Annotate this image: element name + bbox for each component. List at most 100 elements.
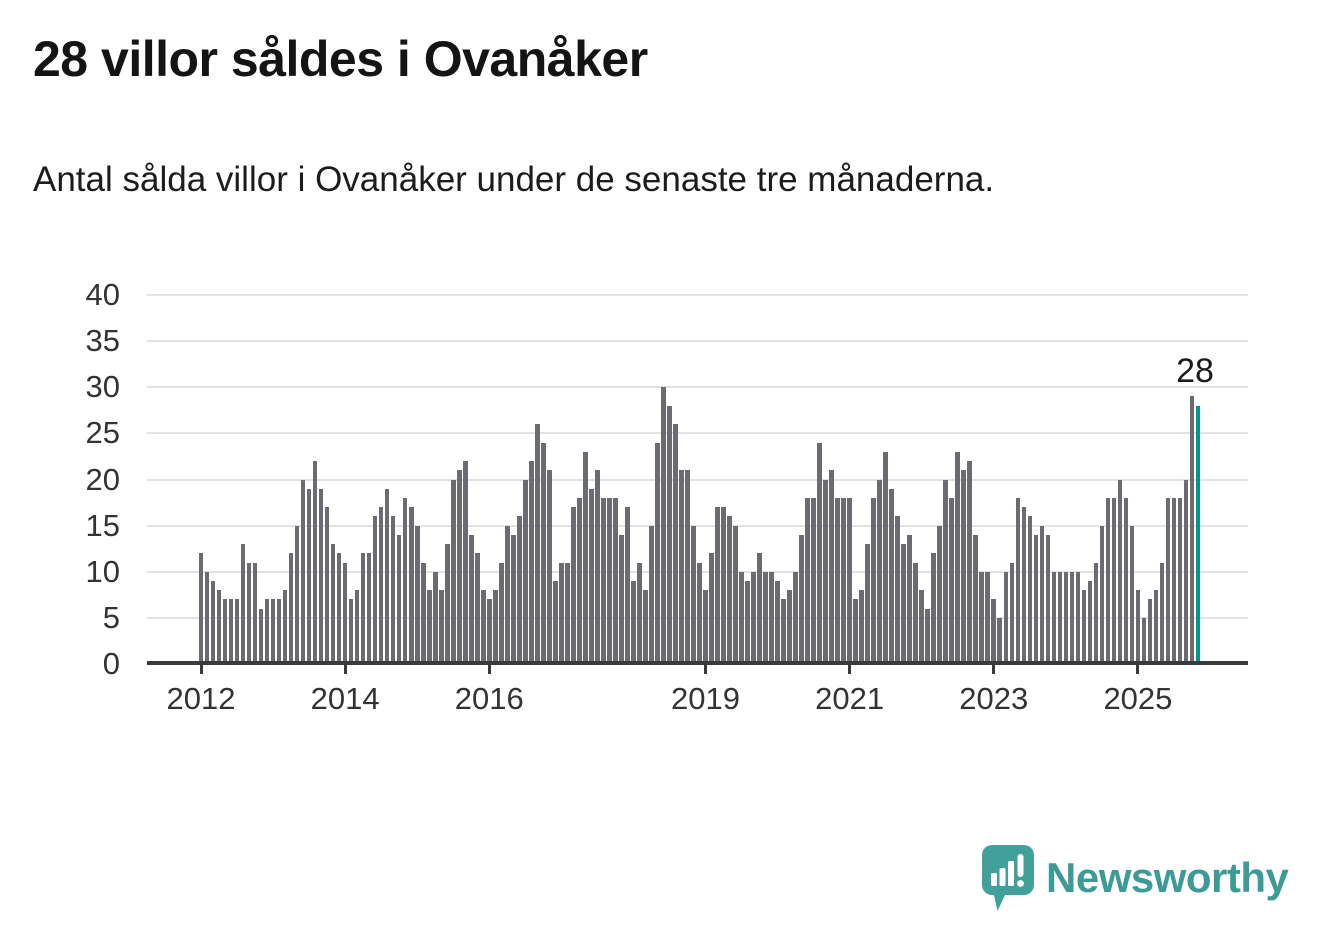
- bar: [342, 562, 348, 664]
- bar: [661, 387, 666, 664]
- bar: [811, 497, 816, 664]
- bar: [318, 488, 324, 664]
- bar: [1189, 396, 1195, 664]
- bar: [438, 590, 444, 664]
- bar: [571, 507, 576, 664]
- bar: [246, 562, 252, 664]
- bar: [1129, 525, 1135, 664]
- bar: [529, 461, 534, 664]
- bar: [330, 544, 336, 664]
- bar: [1105, 497, 1111, 664]
- bar: [505, 525, 510, 664]
- x-axis-label: 2021: [815, 681, 885, 716]
- x-axis-label: 2014: [310, 681, 380, 716]
- bar: [865, 544, 870, 664]
- bar: [222, 599, 228, 664]
- bar: [1081, 590, 1087, 664]
- bar: [973, 534, 979, 664]
- bar: [414, 525, 420, 664]
- bar: [1039, 525, 1045, 664]
- mini-bar-chart-icon: [991, 861, 1014, 886]
- bar: [1123, 497, 1129, 664]
- bar: [324, 507, 330, 664]
- bar: [282, 590, 288, 664]
- bar: [715, 507, 720, 664]
- bar: [1141, 617, 1147, 664]
- gridline-y-25: [147, 432, 1248, 435]
- bar: [1075, 571, 1081, 664]
- bar: [637, 562, 642, 664]
- bar: [204, 571, 210, 664]
- y-axis-label: 10: [85, 553, 120, 589]
- bar: [354, 590, 360, 664]
- bar: [234, 599, 240, 664]
- bar: [703, 590, 708, 664]
- bar: [667, 405, 672, 664]
- bar: [300, 479, 306, 664]
- y-axis-label: 0: [102, 646, 120, 681]
- x-axis-line: [147, 661, 1248, 665]
- bar: [901, 544, 906, 664]
- bar: [378, 507, 384, 664]
- bar: [793, 571, 798, 664]
- bar: [1171, 497, 1177, 664]
- bar: [631, 580, 636, 664]
- bar: [871, 497, 876, 664]
- bar: [1003, 571, 1009, 664]
- bar: [1045, 534, 1051, 664]
- bar: [517, 516, 522, 664]
- bar: [679, 470, 684, 664]
- highlighted-bar: [1195, 405, 1201, 664]
- x-axis-label: 2023: [959, 681, 1029, 716]
- bar: [913, 562, 918, 664]
- bar: [835, 497, 840, 664]
- bar: [511, 534, 516, 664]
- bar: [751, 571, 756, 664]
- bar: [1069, 571, 1075, 664]
- newsworthy-logo-icon: [982, 845, 1034, 911]
- last-value-label: 28: [1176, 352, 1214, 390]
- bar: [895, 516, 900, 664]
- bar: [919, 590, 924, 664]
- y-axis-label: 35: [85, 323, 120, 359]
- bar: [1117, 479, 1123, 664]
- bar: [937, 525, 943, 664]
- bar: [565, 562, 570, 664]
- bar: [1153, 590, 1159, 664]
- x-axis-tick-2023: [992, 665, 996, 674]
- bar: [817, 442, 822, 664]
- bar: [697, 562, 702, 664]
- bar: [949, 497, 955, 664]
- exclamation-icon: [1017, 854, 1024, 887]
- bar: [420, 562, 426, 664]
- bar: [607, 497, 612, 664]
- bar: [1057, 571, 1063, 664]
- bar: [997, 617, 1003, 664]
- bar: [216, 590, 222, 664]
- x-axis-label: 2012: [166, 681, 236, 716]
- bar: [955, 451, 961, 664]
- bar: [925, 608, 931, 664]
- bar: [643, 590, 648, 664]
- bar: [228, 599, 234, 664]
- bar: [1027, 516, 1033, 664]
- bar: [535, 424, 540, 664]
- bar: [733, 525, 738, 664]
- bar: [474, 553, 480, 664]
- bar: [198, 553, 204, 664]
- bar: [366, 553, 372, 664]
- bar: [889, 488, 894, 664]
- x-axis-tick-2014: [343, 665, 347, 674]
- bar: [589, 488, 594, 664]
- bar: [276, 599, 282, 664]
- bar: [384, 488, 390, 664]
- bar: [1165, 497, 1171, 664]
- bar: [985, 571, 991, 664]
- x-axis-label: 2019: [671, 681, 740, 716]
- bar: [210, 580, 216, 664]
- bar: [462, 461, 468, 664]
- bar: [547, 470, 552, 664]
- x-axis-label: 2025: [1103, 681, 1173, 716]
- bar: [1087, 580, 1093, 664]
- x-axis-label: 2016: [454, 681, 524, 716]
